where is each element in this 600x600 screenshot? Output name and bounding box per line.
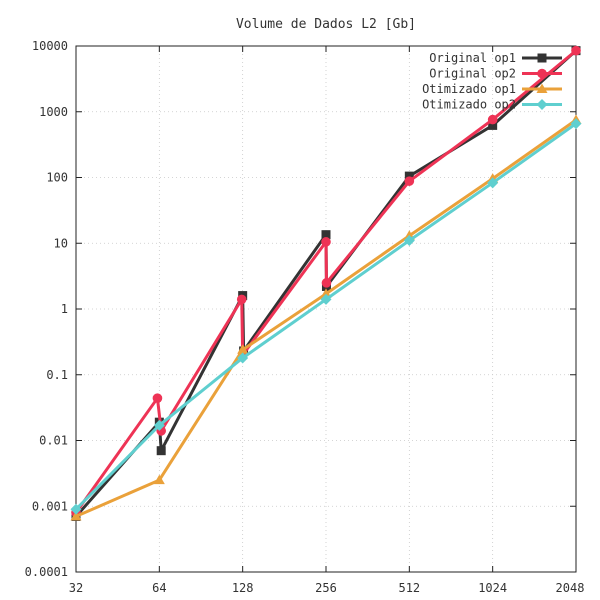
data-point — [236, 294, 247, 305]
data-point — [152, 393, 163, 403]
x-tick-label: 32 — [69, 581, 83, 595]
legend-marker — [537, 68, 547, 79]
legend-marker — [536, 99, 548, 110]
x-tick-label: 128 — [232, 581, 254, 595]
data-point — [153, 474, 165, 485]
x-tick-label: 64 — [152, 581, 166, 595]
legend-label: Original op1 — [429, 51, 516, 65]
legend-item: Original op2 — [429, 67, 562, 81]
legend-label: Otimizado op2 — [422, 98, 516, 112]
legend-marker — [537, 53, 547, 63]
data-point — [487, 177, 499, 189]
series-line — [74, 49, 578, 515]
data-point — [488, 120, 498, 130]
legend-label: Otimizado op1 — [422, 82, 516, 96]
series-otimizado-op2 — [70, 118, 582, 515]
data-point — [156, 446, 166, 456]
tick-marks: 0.0001 0.001 0.01 0.1 1 10 100 1000 10000 32 64 128… — [25, 39, 585, 595]
data-point — [321, 230, 331, 240]
legend-item: Otimizado op2 — [422, 98, 562, 112]
y-tick-label: 10 — [54, 236, 68, 250]
x-tick-label: 1024 — [478, 581, 507, 595]
x-tick-label: 256 — [315, 581, 337, 595]
y-tick-label: 100 — [46, 171, 68, 185]
legend-item: Otimizado op1 — [422, 82, 562, 96]
data-point — [571, 45, 581, 56]
y-tick-label: 0.001 — [32, 499, 68, 513]
legend-item: Original op1 — [429, 51, 562, 65]
x-tick-label: 2048 — [556, 581, 585, 595]
chart-title: Volume de Dados L2 [Gb] — [236, 17, 416, 32]
y-tick-label: 1000 — [39, 105, 68, 119]
data-point — [404, 176, 415, 186]
data-point — [237, 344, 249, 354]
y-tick-label: 1 — [61, 302, 68, 316]
data-point — [70, 503, 82, 515]
y-tick-label: 0.0001 — [25, 565, 68, 579]
data-point — [404, 171, 414, 181]
legend-marker — [536, 83, 548, 93]
data-point — [570, 118, 582, 130]
series-layer — [70, 45, 582, 521]
y-tick-label: 10000 — [32, 39, 68, 53]
data-point — [237, 352, 249, 364]
y-tick-label: 0.1 — [46, 368, 68, 382]
data-point — [403, 235, 415, 247]
data-point — [320, 288, 332, 298]
data-point — [487, 114, 498, 125]
data-point — [321, 278, 332, 288]
x-tick-label: 512 — [398, 581, 420, 595]
y-tick-label: 0.01 — [39, 434, 68, 448]
legend-label: Original op2 — [429, 67, 516, 81]
data-point — [70, 510, 82, 521]
grid-layer — [76, 46, 576, 572]
data-point — [321, 237, 331, 247]
data-point — [320, 293, 332, 305]
series-line — [74, 122, 578, 511]
data-point — [153, 419, 165, 431]
